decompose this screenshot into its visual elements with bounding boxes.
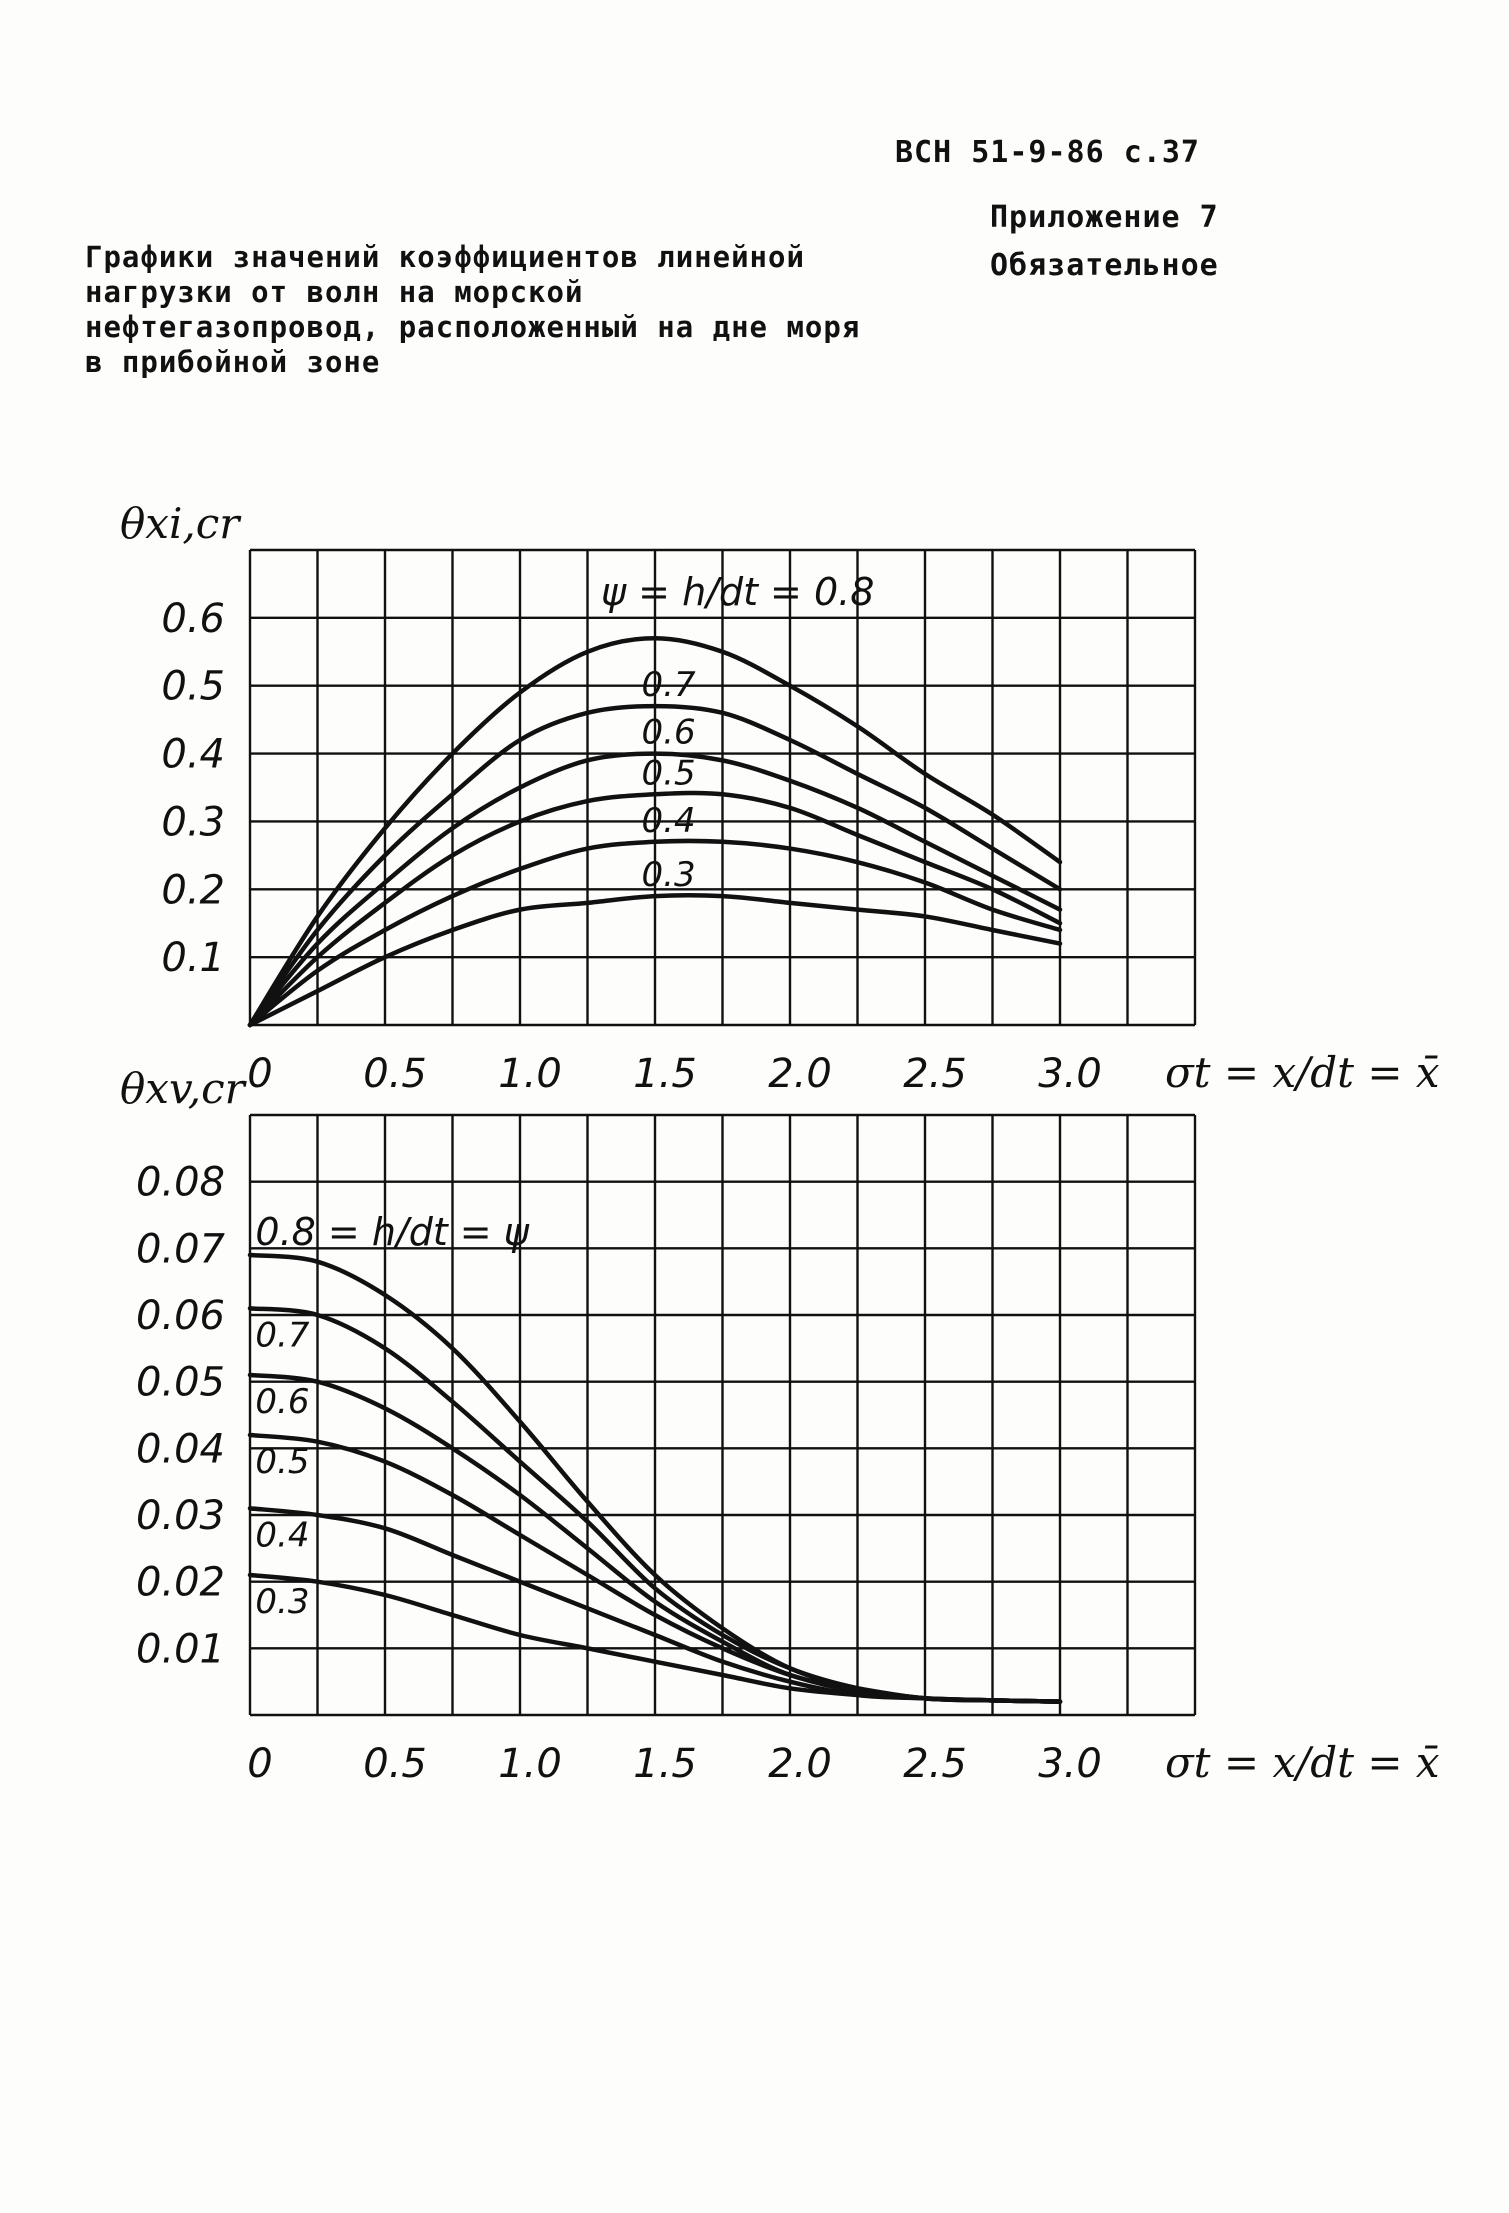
top-series-line-0-7 — [247, 703, 1063, 1028]
bottom-y-tick-label: 0.08 — [136, 1160, 225, 1206]
bottom-y-tick-label: 0.05 — [136, 1360, 225, 1406]
bottom-y-tick-label: 0.04 — [136, 1426, 225, 1472]
bottom-y-axis-label: θxv,cr — [120, 1064, 248, 1113]
bottom-y-tick-label: 0.07 — [136, 1226, 226, 1272]
top-y-tick-label: 0.2 — [161, 867, 225, 913]
top-y-axis-label: θxi,cr — [120, 499, 242, 548]
top-series-line-0-3 — [247, 892, 1063, 1028]
top-x-tick-label: 2.0 — [768, 1051, 832, 1097]
bottom-y-tick-label: 0.02 — [136, 1560, 225, 1606]
top-series-label: 0.7 — [642, 665, 696, 705]
bottom-x-tick-label: 2.0 — [768, 1741, 832, 1787]
top-y-tick-label: 0.6 — [161, 596, 225, 642]
bottom-x-tick-label: 1.0 — [498, 1741, 562, 1787]
top-x-tick-label: 3.0 — [1038, 1051, 1102, 1097]
top-x-tick-label: 1.5 — [633, 1051, 697, 1097]
bottom-x-tick-label: 2.5 — [903, 1741, 967, 1787]
top-x-tick-label: 2.5 — [903, 1051, 967, 1097]
bottom-x-axis-label: σt = x/dt = x̄ — [1165, 1738, 1440, 1787]
chart-theta-xv: 0.01 0.02 0.03 0.04 0.05 0.06 0.07 0.08 0 0.5 1.0 1… — [120, 1064, 1440, 1787]
top-grid — [248, 548, 1197, 1027]
top-series-label: 0.5 — [642, 753, 696, 793]
top-series-line-0-4 — [247, 838, 1063, 1028]
bottom-grid — [248, 1113, 1197, 1717]
bottom-x-tick-label: 0 — [247, 1741, 272, 1787]
top-y-tick-label: 0.4 — [161, 732, 225, 778]
bottom-legend-label: 0.8 = h/dt = ψ — [255, 1210, 529, 1254]
appendix-label: Приложение 7 — [990, 200, 1219, 235]
bottom-x-tick-label: 0.5 — [363, 1741, 427, 1787]
top-series-label: 0.4 — [642, 801, 696, 841]
document-code: ВСН 51-9-86 с.37 — [895, 135, 1200, 170]
bottom-y-tick-label: 0.01 — [136, 1626, 225, 1672]
top-x-tick-label: 1.0 — [498, 1051, 562, 1097]
top-series-label: 0.6 — [642, 713, 696, 753]
top-series-line-0-5 — [247, 790, 1063, 1028]
bottom-series-label: 0.5 — [255, 1442, 309, 1482]
top-x-tick-label: 0.5 — [363, 1051, 427, 1097]
bottom-series-label: 0.7 — [255, 1315, 309, 1355]
top-series-line-0-8 — [247, 635, 1063, 1028]
document-title: Графики значений коэффициентов линейной … — [85, 240, 861, 379]
top-y-tick-label: 0.5 — [161, 664, 225, 710]
bottom-series-label: 0.4 — [255, 1515, 309, 1555]
chart-theta-xi: 0.10.20.30.40.50.60 0.5 1.0 1.5 2.0 2.5 3.0θxi… — [120, 499, 1440, 1097]
bottom-series-label: 0.3 — [255, 1582, 309, 1622]
top-x-axis-label: σt = x/dt = x̄ — [1165, 1048, 1440, 1097]
bottom-x-tick-label: 3.0 — [1038, 1741, 1102, 1787]
top-y-tick-label: 0.1 — [161, 935, 225, 981]
top-series-label: 0.3 — [642, 855, 696, 895]
bottom-y-tick-label: 0.03 — [136, 1493, 225, 1539]
top-x-tick-label: 0 — [247, 1051, 272, 1097]
bottom-series-label: 0.6 — [255, 1382, 309, 1422]
bottom-series-line-0-3 — [247, 1572, 1063, 1704]
top-y-tick-label: 0.3 — [161, 799, 225, 845]
bottom-x-tick-label: 1.5 — [633, 1741, 697, 1787]
bottom-y-tick-label: 0.06 — [136, 1293, 225, 1339]
top-legend-label: ψ = h/dt = 0.8 — [601, 570, 874, 614]
mandatory-label: Обязательное — [990, 248, 1219, 283]
top-series-line-0-6 — [247, 751, 1063, 1028]
